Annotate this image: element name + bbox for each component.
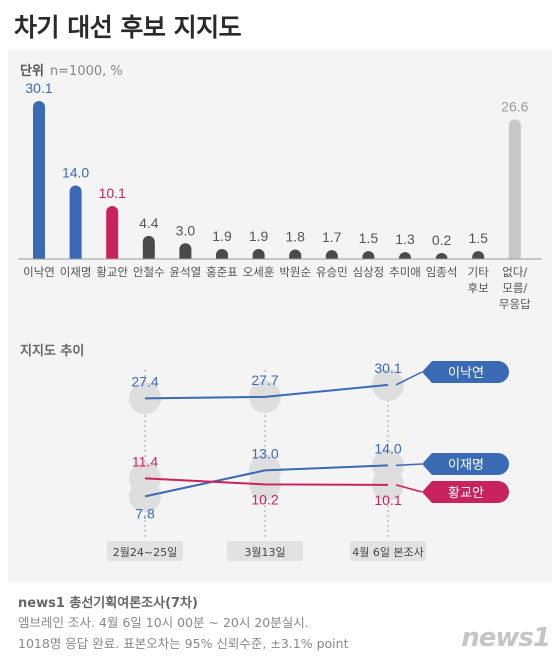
trend-value-label: 30.1 xyxy=(374,360,401,376)
bar xyxy=(362,251,375,259)
trend-value-label: 11.4 xyxy=(132,453,158,469)
bar-category-label: 홍준표 xyxy=(206,265,238,279)
bar-category-label: 심상정 xyxy=(353,265,385,279)
trend-connector xyxy=(395,484,423,493)
bar xyxy=(289,249,302,259)
bar xyxy=(252,249,265,259)
bar xyxy=(179,243,192,259)
trend-x-pill xyxy=(227,541,303,561)
bar xyxy=(69,185,82,259)
trend-series-name: 황교안 xyxy=(448,486,484,501)
bar xyxy=(216,249,228,259)
footer-source: news1 총선기획여론조사(7차) xyxy=(18,596,198,611)
bar-category-label: 황교안 xyxy=(96,265,128,279)
trend-connector xyxy=(395,371,423,386)
bar xyxy=(508,119,521,259)
bar-value-label: 14.0 xyxy=(62,165,89,181)
trend-x-pill xyxy=(350,541,426,561)
bar-category-label: 추미애 xyxy=(389,265,421,279)
bar-category-label: 박원순 xyxy=(279,265,311,279)
bar xyxy=(472,251,485,259)
bar-category-label: 무응답 xyxy=(499,297,531,311)
unit-text: n=1000, % xyxy=(49,64,123,79)
bar xyxy=(106,205,119,259)
trend-value-label: 13.0 xyxy=(251,445,278,461)
bar-category-label: 유승민 xyxy=(316,265,348,279)
footer-line-2: 1018명 응답 완료. 표본오차는 95% 신뢰수준, ±3.1% point xyxy=(18,636,349,651)
trend-line-2 xyxy=(144,477,389,486)
bar-category-label: 안철수 xyxy=(133,265,165,279)
trend-value-label: 10.2 xyxy=(251,491,278,507)
bar-category-label: 후보 xyxy=(468,281,489,295)
trend-value-label: 27.4 xyxy=(131,373,158,389)
trend-value-label: 27.7 xyxy=(251,372,278,388)
trend-connector xyxy=(395,463,423,467)
unit-title: 단위 xyxy=(20,64,44,79)
bar-category-label: 없다/ xyxy=(502,265,527,279)
bar xyxy=(142,235,155,259)
bar-value-label: 1.9 xyxy=(212,228,232,244)
bar-value-label: 1.7 xyxy=(322,229,342,245)
bar-value-label: 1.5 xyxy=(359,230,379,246)
bar-value-label: 0.2 xyxy=(432,232,452,248)
bar-value-label: 1.8 xyxy=(285,229,305,245)
news1-logo: news1 xyxy=(461,623,551,653)
bar-value-label: 3.0 xyxy=(176,222,196,238)
unit-label: 단위 n=1000, % xyxy=(20,60,123,79)
bar-category-label: 기타 xyxy=(468,265,490,279)
trend-value-label: 7.8 xyxy=(135,505,155,521)
trend-title: 지지도 추이 xyxy=(20,344,85,359)
trend-x-label: 2월24~25일 xyxy=(113,545,177,559)
bar-value-label: 10.1 xyxy=(99,185,126,201)
bar xyxy=(399,252,411,259)
bar xyxy=(325,250,338,259)
trend-x-label: 4월 6일 본조사 xyxy=(352,545,424,559)
trend-series-tag xyxy=(422,481,509,503)
page-title: 차기 대선 후보 지지도 xyxy=(14,13,242,42)
bar-category-label: 오세훈 xyxy=(243,265,275,279)
bar-category-label: 임종석 xyxy=(426,265,458,279)
bar-value-label: 1.9 xyxy=(249,228,269,244)
bar-value-label: 1.5 xyxy=(468,230,488,246)
trend-x-label: 3월13일 xyxy=(244,545,285,559)
bar-value-label: 4.4 xyxy=(139,215,159,231)
trend-x-pill xyxy=(107,541,183,561)
bar-category-label: 이낙연 xyxy=(23,265,55,279)
bar xyxy=(435,253,448,259)
bar-value-label: 30.1 xyxy=(25,80,52,96)
bar-category-label: 모름/ xyxy=(502,281,527,295)
trend-line-0 xyxy=(144,383,389,400)
trend-series-tag xyxy=(422,453,509,475)
trend-value-label: 10.1 xyxy=(374,492,401,508)
trend-series-name: 이재명 xyxy=(448,458,484,473)
bar-value-label: 1.3 xyxy=(395,231,415,247)
bar xyxy=(33,101,45,259)
trend-series-name: 이낙연 xyxy=(448,366,484,381)
bar-category-label: 이재명 xyxy=(60,265,92,279)
trend-series-tag xyxy=(422,361,509,383)
footer-line-1: 엠브레인 조사. 4월 6일 10시 00분 ~ 20시 20분실시. xyxy=(18,615,309,630)
bar-category-label: 윤석열 xyxy=(170,265,202,279)
bar-value-label: 26.6 xyxy=(501,98,528,114)
trend-value-label: 14.0 xyxy=(374,440,401,456)
trend-line-1 xyxy=(144,464,389,498)
